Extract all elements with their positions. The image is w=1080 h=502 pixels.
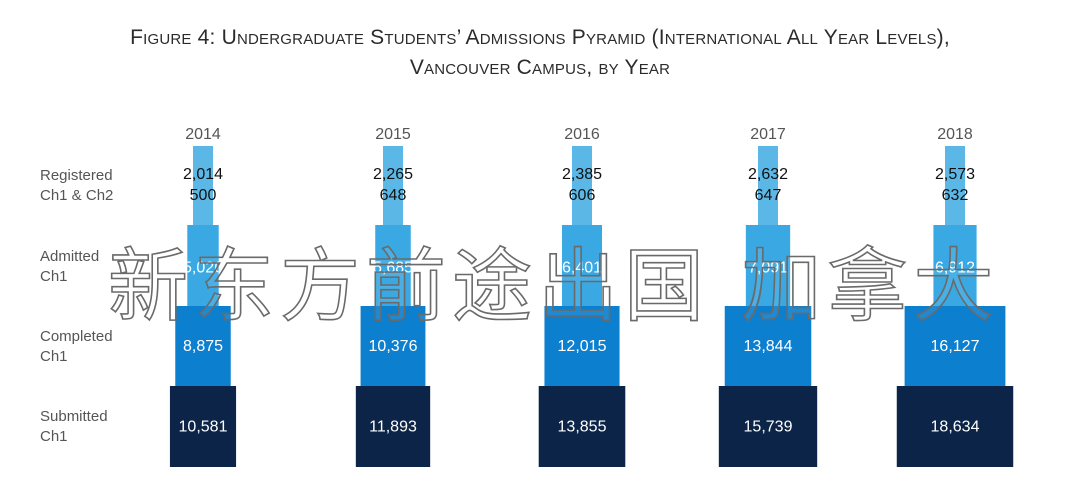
stage-label-3-1: Ch1 (40, 428, 68, 445)
bar-admitted-2018 (933, 225, 977, 306)
label-submitted-2016: 13,855 (558, 419, 607, 436)
label-registered-ch2-2014: 500 (190, 187, 217, 204)
bar-registered-2016 (572, 146, 592, 225)
bar-submitted-2014 (169, 386, 237, 467)
bar-registered-2018 (945, 146, 965, 225)
stage-label-2-0: Completed (40, 328, 113, 345)
bar-submitted-2017 (718, 386, 818, 467)
stage-label-1-1: Ch1 (40, 268, 68, 285)
label-registered-ch2-2017: 647 (755, 187, 782, 204)
bar-registered-2015 (383, 146, 403, 225)
year-label-2015: 2015 (375, 126, 411, 143)
bar-registered-2017 (758, 146, 778, 225)
label-admitted-2017: 7,091 (748, 260, 788, 277)
label-registered-ch1-2017: 2,632 (748, 166, 788, 183)
label-registered-ch1-2015: 2,265 (373, 166, 413, 183)
label-registered-ch2-2015: 648 (380, 187, 407, 204)
label-submitted-2014: 10,581 (179, 419, 228, 436)
stage-label-0-0: Registered (40, 167, 113, 184)
label-completed-2014: 8,875 (183, 338, 223, 355)
label-submitted-2015: 11,893 (369, 419, 417, 436)
bar-admitted-2014 (187, 225, 219, 306)
bar-admitted-2017 (745, 225, 791, 306)
year-label-2016: 2016 (564, 126, 600, 143)
year-label-2014: 2014 (185, 126, 221, 143)
chart-title-line2: Vancouver Campus, by Year (409, 56, 671, 79)
bar-admitted-2016 (561, 225, 603, 306)
stage-label-3-0: Submitted (40, 408, 108, 425)
bar-submitted-2015 (355, 386, 431, 467)
bar-completed-2015 (360, 306, 426, 386)
label-registered-ch2-2018: 632 (942, 187, 969, 204)
bar-completed-2014 (175, 306, 231, 386)
stage-label-0-1: Ch1 & Ch2 (40, 187, 113, 204)
label-admitted-2015: 5,685 (373, 260, 413, 277)
bar-registered-2014 (193, 146, 213, 225)
label-registered-ch1-2018: 2,573 (935, 166, 975, 183)
label-completed-2015: 10,376 (369, 338, 418, 355)
bar-completed-2018 (904, 306, 1006, 386)
bar-admitted-2015 (375, 225, 411, 306)
label-submitted-2017: 15,739 (744, 419, 793, 436)
label-completed-2018: 16,127 (931, 338, 980, 355)
label-admitted-2016: 6,401 (562, 260, 602, 277)
label-completed-2017: 13,844 (744, 338, 793, 355)
year-label-2018: 2018 (937, 126, 973, 143)
stage-label-1-0: Admitted (40, 248, 99, 265)
label-admitted-2014: 5,026 (183, 260, 223, 277)
year-label-2017: 2017 (750, 126, 786, 143)
label-submitted-2018: 18,634 (931, 419, 980, 436)
bar-submitted-2018 (896, 386, 1014, 467)
bar-completed-2017 (724, 306, 812, 386)
label-registered-ch1-2014: 2,014 (183, 166, 223, 183)
bar-completed-2016 (544, 306, 620, 386)
label-registered-ch1-2016: 2,385 (562, 166, 602, 183)
label-registered-ch2-2016: 606 (569, 187, 596, 204)
chart-title-line1: Figure 4: Undergraduate Students’ Admiss… (130, 26, 950, 49)
label-completed-2016: 12,015 (558, 338, 607, 355)
label-admitted-2018: 6,912 (935, 260, 975, 277)
bar-submitted-2016 (538, 386, 626, 467)
stage-label-2-1: Ch1 (40, 348, 68, 365)
